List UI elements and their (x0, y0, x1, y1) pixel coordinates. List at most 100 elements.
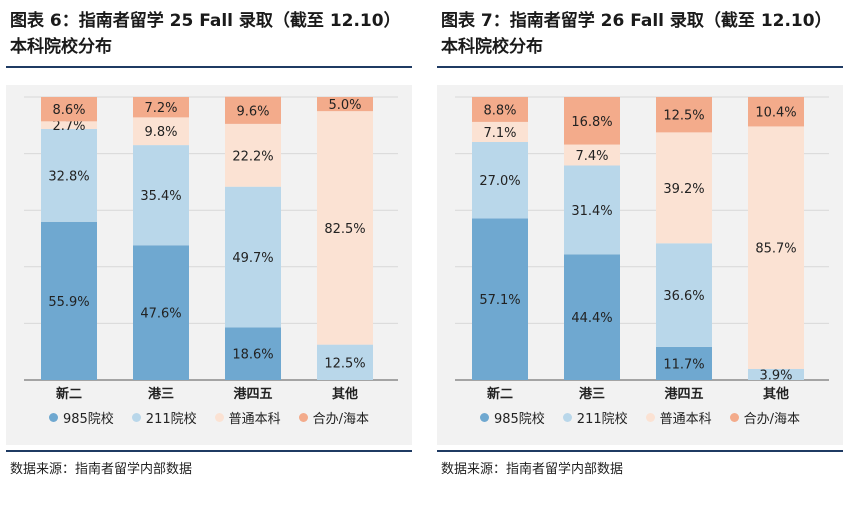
footer-rule (6, 450, 412, 452)
data-label: 47.6% (140, 307, 181, 322)
data-label: 7.4% (575, 149, 608, 164)
legend-swatch (479, 412, 489, 422)
legend-item: 普通本科 (214, 408, 281, 427)
data-label: 44.4% (571, 311, 612, 326)
category-label: 其他 (332, 386, 358, 402)
chart-legend: 985院校 211院校 普通本科 合办/海本 (6, 406, 412, 428)
legend-label: 合办/海本 (312, 411, 370, 427)
legend-item: 985院校 (479, 408, 545, 427)
bar-segment (656, 243, 712, 347)
bar-segment (472, 97, 528, 122)
data-label: 7.1% (483, 126, 516, 141)
data-label: 82.5% (324, 222, 365, 237)
legend-item: 合办/海本 (729, 408, 801, 427)
bar-segment (472, 121, 528, 142)
chart-legend: 985院校 211院校 普通本科 合办/海本 (437, 406, 843, 428)
category-label: 其他 (763, 386, 789, 402)
bar-segment (225, 186, 281, 328)
category-label: 港四五 (233, 386, 272, 402)
category-label: 新二 (487, 386, 513, 402)
bar-segment (41, 128, 97, 222)
legend-swatch (214, 412, 224, 422)
bar-segment (564, 165, 620, 255)
data-label: 2.7% (52, 119, 85, 134)
legend-swatch (562, 412, 572, 422)
bar-segment (748, 368, 804, 380)
chart-panel-26fall: 图表 7：指南者留学 26 Fall 录取（截至 12.10）本科院校分布 57… (437, 0, 849, 521)
legend-swatch (131, 412, 141, 422)
bar-segment (472, 141, 528, 219)
data-label: 11.7% (663, 357, 704, 372)
bar-segment (225, 123, 281, 187)
bar-segment (748, 126, 804, 369)
legend-label: 普通本科 (228, 411, 281, 427)
category-label: 港三 (148, 386, 174, 402)
data-label: 7.2% (144, 101, 177, 116)
data-label: 16.8% (571, 115, 612, 130)
data-label: 27.0% (479, 174, 520, 189)
data-label: 85.7% (755, 242, 796, 257)
data-label: 18.6% (232, 348, 273, 363)
source-note: 数据来源：指南者留学内部数据 (10, 462, 193, 477)
category-label: 港四五 (664, 386, 703, 402)
bar-segment (564, 144, 620, 166)
bar-segment (656, 132, 712, 244)
data-label: 9.8% (144, 125, 177, 140)
data-label: 3.9% (759, 368, 792, 383)
data-label: 9.6% (236, 104, 269, 119)
bar-segment (41, 121, 97, 129)
data-label: 57.1% (479, 293, 520, 308)
stacked-bar-chart-26fall: 57.1% 27.0% 7.1% 8.8% 新二 44.4% 31.4% 7.4% 16.8% 港… (455, 96, 829, 402)
legend-swatch (298, 412, 308, 422)
data-label: 22.2% (232, 149, 273, 164)
legend-label: 合办/海本 (743, 411, 801, 427)
data-label: 31.4% (571, 204, 612, 219)
data-label: 39.2% (663, 182, 704, 197)
bar-segment (564, 254, 620, 380)
bar-segment (133, 245, 189, 380)
bar-segment (656, 97, 712, 133)
data-label: 12.5% (663, 109, 704, 124)
data-label: 8.8% (483, 103, 516, 118)
legend-label: 985院校 (493, 411, 545, 427)
bar-segment (472, 218, 528, 380)
footer-rule (437, 450, 843, 452)
source-note: 数据来源：指南者留学内部数据 (441, 462, 624, 477)
bar-segment (133, 145, 189, 246)
bar-segment (317, 344, 373, 380)
data-label: 12.5% (324, 356, 365, 371)
bar-segment (133, 117, 189, 146)
legend-label: 985院校 (62, 411, 114, 427)
chart-title: 图表 6：指南者留学 25 Fall 录取（截至 12.10）本科院校分布 (10, 11, 401, 57)
legend-swatch (48, 412, 58, 422)
data-label: 32.8% (48, 169, 89, 184)
title-rule (437, 66, 843, 68)
title-rule (6, 66, 412, 68)
data-label: 49.7% (232, 251, 273, 266)
legend-label: 普通本科 (659, 411, 712, 427)
legend-item: 985院校 (48, 408, 114, 427)
bar-segment (564, 97, 620, 145)
bar-segment (41, 221, 97, 380)
bar-segment (133, 97, 189, 118)
stacked-bar-chart-25fall: 55.9% 32.8% 2.7%8.6% 新二 47.6% 35.4% 9.8% 7.2% 港三… (24, 96, 398, 402)
legend-item: 普通本科 (645, 408, 712, 427)
data-label: 35.4% (140, 189, 181, 204)
data-label: 55.9% (48, 295, 89, 310)
legend-swatch (645, 412, 655, 422)
bar-segment (748, 97, 804, 127)
data-label: 8.6% (52, 103, 85, 118)
bar-segment (317, 111, 373, 345)
legend-item: 合办/海本 (298, 408, 370, 427)
legend-swatch (729, 412, 739, 422)
legend-item: 211院校 (131, 408, 197, 427)
data-label: 36.6% (663, 289, 704, 304)
chart-title: 图表 7：指南者留学 26 Fall 录取（截至 12.10）本科院校分布 (441, 11, 832, 57)
data-label: 5.0% (328, 98, 361, 113)
legend-label: 211院校 (145, 411, 197, 427)
bar-segment (317, 97, 373, 112)
category-label: 港三 (579, 386, 605, 402)
legend-item: 211院校 (562, 408, 628, 427)
bar-segment (225, 327, 281, 380)
data-label: 10.4% (755, 106, 796, 121)
